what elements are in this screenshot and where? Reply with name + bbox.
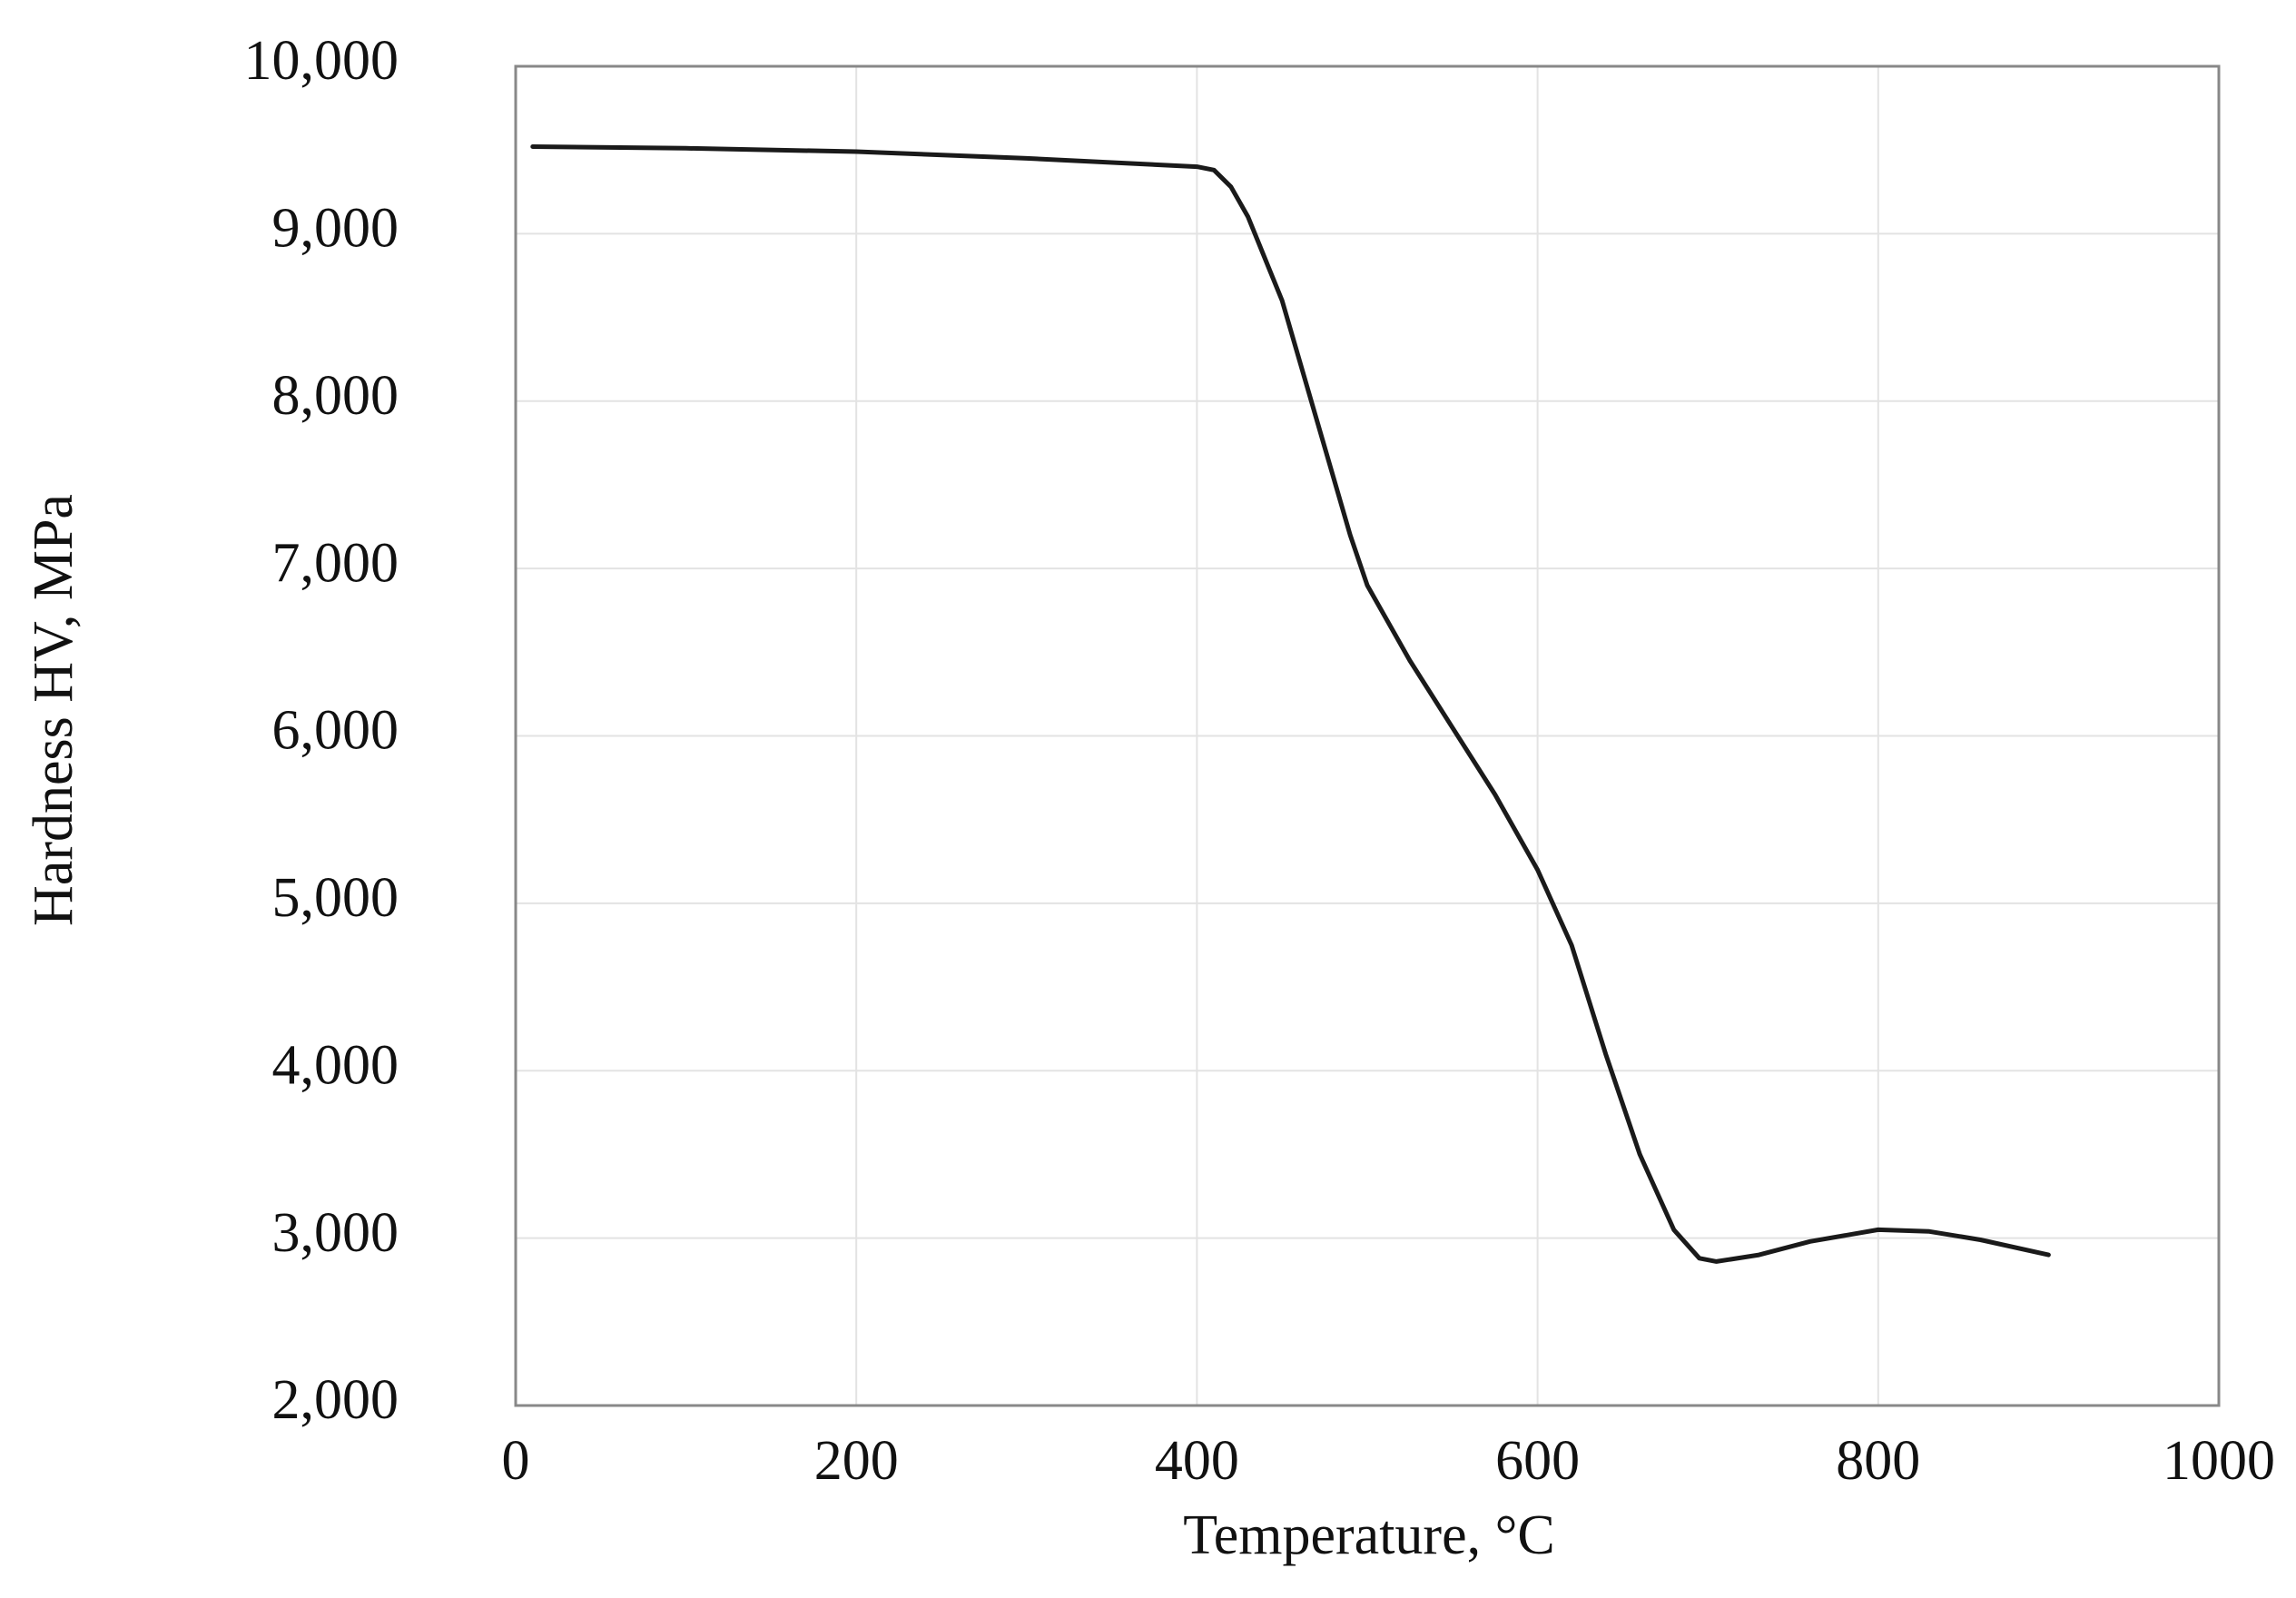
y-tick-label: 2,000 <box>272 1369 399 1431</box>
x-tick-label: 200 <box>814 1430 899 1492</box>
y-tick-label: 7,000 <box>272 532 399 594</box>
y-tick-label: 8,000 <box>272 365 399 427</box>
x-tick-label: 600 <box>1495 1430 1580 1492</box>
x-tick-label: 400 <box>1155 1430 1239 1492</box>
x-tick-label: 800 <box>1836 1430 1920 1492</box>
y-tick-label: 9,000 <box>272 198 399 260</box>
y-axis-label: Hardness HV, MPa <box>23 494 84 926</box>
y-tick-label: 4,000 <box>272 1034 399 1096</box>
data-line <box>530 144 2051 1264</box>
x-tick-label: 1000 <box>2163 1430 2275 1492</box>
x-axis-label: Temperature, °C <box>1183 1504 1555 1566</box>
plot-frame <box>514 64 2221 1407</box>
y-tick-label: 6,000 <box>272 700 399 762</box>
y-tick-label: 5,000 <box>272 867 399 929</box>
y-tick-label: 3,000 <box>272 1202 399 1264</box>
y-tick-label: 10,000 <box>244 30 399 92</box>
x-tick-label: 0 <box>502 1430 530 1492</box>
